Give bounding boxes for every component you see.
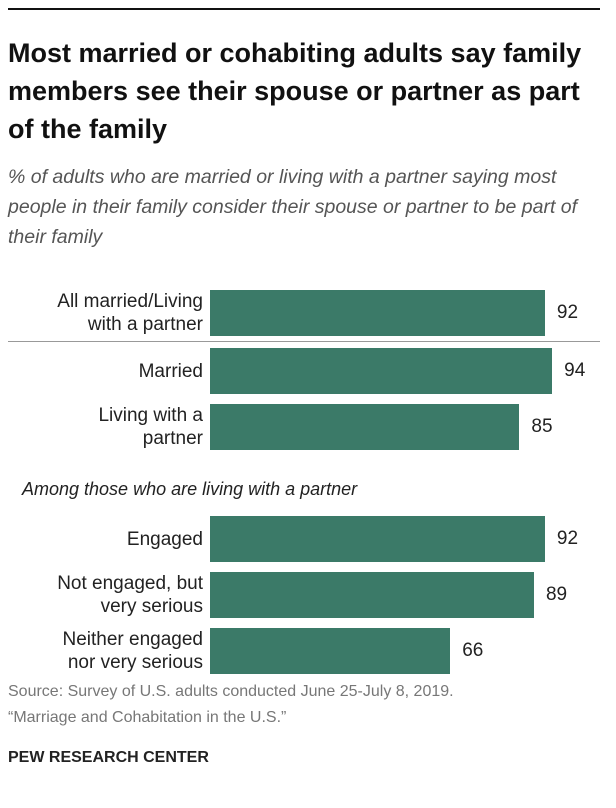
source: “Marriage and Cohabitation in the U.S.” — [8, 709, 287, 726]
separator — [8, 341, 600, 342]
bar — [210, 404, 520, 450]
value-label: 92 — [556, 528, 579, 549]
y-tick-label: Engaged — [126, 528, 203, 550]
y-tick-label: All married/Living with a partner — [57, 291, 203, 335]
value-label: 85 — [531, 416, 553, 437]
value-label: 89 — [545, 584, 568, 605]
bar — [210, 516, 545, 562]
chart-subtitle: % of adults who are married or living wi… — [8, 166, 578, 248]
chart-title: Most married or cohabiting adults say fa… — [8, 38, 582, 144]
top-rule — [8, 8, 600, 10]
value-label: 66 — [462, 640, 484, 661]
y-tick-label: Living with a partner — [98, 405, 203, 449]
value-label: 94 — [564, 360, 586, 381]
bar — [210, 348, 553, 394]
footer: PEW RESEARCH CENTER — [8, 749, 209, 766]
bar — [210, 290, 545, 336]
group-label: Among those who are living with a partne… — [22, 479, 358, 499]
y-tick-label: Married — [138, 360, 203, 382]
bar — [210, 628, 451, 674]
y-tick-label: Neither engaged nor very serious — [62, 629, 204, 673]
y-tick-label: Not engaged, but very serious — [57, 573, 203, 617]
value-label: 92 — [556, 302, 579, 323]
bar — [210, 572, 534, 618]
source: Source: Survey of U.S. adults conducted … — [8, 683, 454, 700]
